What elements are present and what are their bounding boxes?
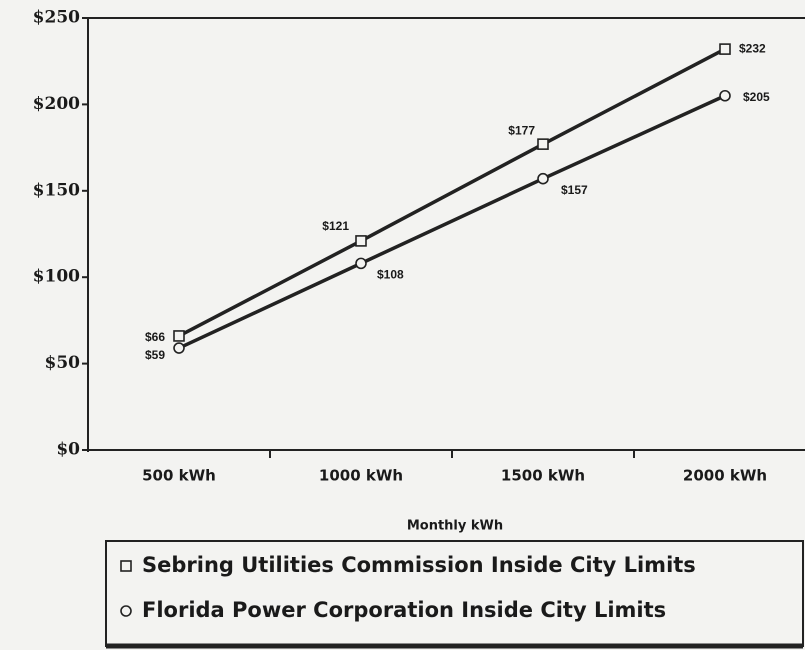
x-tick-label: 1000 kWh: [319, 467, 403, 485]
data-label: $205: [743, 90, 770, 104]
y-tick-label: $150: [33, 180, 80, 200]
series-line: [178, 47, 726, 338]
legend-label: Florida Power Corporation Inside City Li…: [142, 598, 666, 622]
y-tick-label: $250: [33, 8, 80, 28]
point-marker: [719, 89, 731, 102]
x-tick-label: 1500 kWh: [501, 467, 585, 485]
x-axis-title: Monthly kWh: [407, 519, 503, 534]
y-tick-label: $0: [56, 440, 80, 460]
legend-marker: [120, 560, 132, 572]
data-label: $66: [145, 330, 165, 344]
data-label: $108: [377, 268, 404, 282]
point-marker: [355, 257, 367, 270]
point-marker: [173, 330, 185, 342]
legend-label: Sebring Utilities Commission Inside City…: [142, 553, 696, 577]
legend-marker: [120, 605, 132, 617]
data-label: $59: [145, 348, 165, 362]
point-marker: [173, 342, 185, 354]
point-marker: [355, 235, 367, 247]
point-marker: [537, 172, 549, 185]
point-marker: [719, 43, 731, 55]
x-tick-label: 500 kWh: [142, 467, 216, 485]
point-marker: [537, 138, 549, 150]
y-tick-label: $100: [33, 267, 80, 287]
data-label: $157: [561, 183, 588, 197]
y-tick-label: $200: [33, 94, 80, 114]
data-label: $232: [739, 41, 766, 55]
data-label: $121: [322, 219, 349, 233]
series-line: [178, 94, 726, 350]
x-tick-label: 2000 kWh: [683, 467, 767, 485]
y-tick-label: $50: [45, 353, 81, 373]
data-label: $177: [508, 123, 535, 137]
